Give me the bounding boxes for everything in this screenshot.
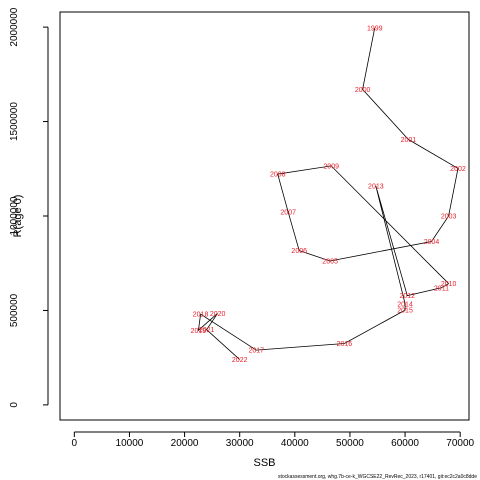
point-label-2017: 2017: [248, 348, 264, 355]
point-label-2018: 2018: [193, 312, 209, 319]
point-label-2012: 2012: [399, 293, 415, 300]
y-tick-label: 500000: [9, 293, 20, 327]
y-tick-label: 1000000: [9, 196, 20, 235]
point-label-2001: 2001: [401, 137, 417, 144]
x-tick-label: 60000: [391, 438, 419, 449]
x-axis-title: SSB: [253, 457, 275, 469]
x-tick-label: 50000: [336, 438, 364, 449]
point-label-2021: 2021: [199, 327, 215, 334]
point-label-2000: 2000: [355, 87, 371, 94]
point-label-2010: 2010: [441, 281, 457, 288]
point-label-2013: 2013: [368, 183, 384, 190]
y-tick-label: 2000000: [9, 7, 20, 46]
y-tick-label: 0: [9, 402, 20, 408]
point-label-2002: 2002: [450, 166, 466, 173]
x-tick-label: 30000: [226, 438, 254, 449]
point-label-2011: 2011: [434, 285, 449, 292]
point-label-2004: 2004: [424, 239, 440, 246]
x-axis: 0 10000 20000 30000 40000 50000 60000 70000: [72, 431, 475, 449]
point-label-2014: 2014: [397, 301, 413, 308]
point-label-2022: 2022: [232, 357, 248, 364]
plot-frame: [59, 11, 470, 421]
x-tick-label: 0: [72, 438, 78, 449]
point-label-1999: 1999: [367, 26, 383, 33]
point-label-2006: 2006: [291, 248, 307, 255]
x-tick-label: 20000: [171, 438, 199, 449]
x-tick-label: 10000: [116, 438, 144, 449]
point-label-2015: 2015: [397, 308, 413, 315]
point-label-2008: 2008: [270, 172, 286, 179]
point-label-2005: 2005: [322, 258, 338, 265]
point-labels: 1999 2000 2001 2002 2003 2004 2005 2006 2007 2008…: [191, 26, 466, 364]
point-label-2009: 2009: [323, 163, 339, 170]
point-label-2016: 2016: [337, 341, 353, 348]
y-tick-label: 1500000: [9, 102, 20, 141]
y-axis-title: R(age 0): [12, 195, 24, 238]
x-tick-label: 40000: [281, 438, 309, 449]
point-label-2007: 2007: [280, 210, 296, 217]
point-label-2020: 2020: [210, 311, 226, 318]
trajectory-line: [197, 28, 459, 360]
point-label-2019: 2019: [191, 328, 207, 335]
point-label-2003: 2003: [441, 214, 457, 221]
y-axis: 0 500000 1000000 1500000 2000000: [9, 7, 49, 408]
footer-text: stockassessment.org, whg.7b-ce-k_WGCSE22…: [278, 474, 477, 480]
x-tick-label: 70000: [446, 438, 474, 449]
